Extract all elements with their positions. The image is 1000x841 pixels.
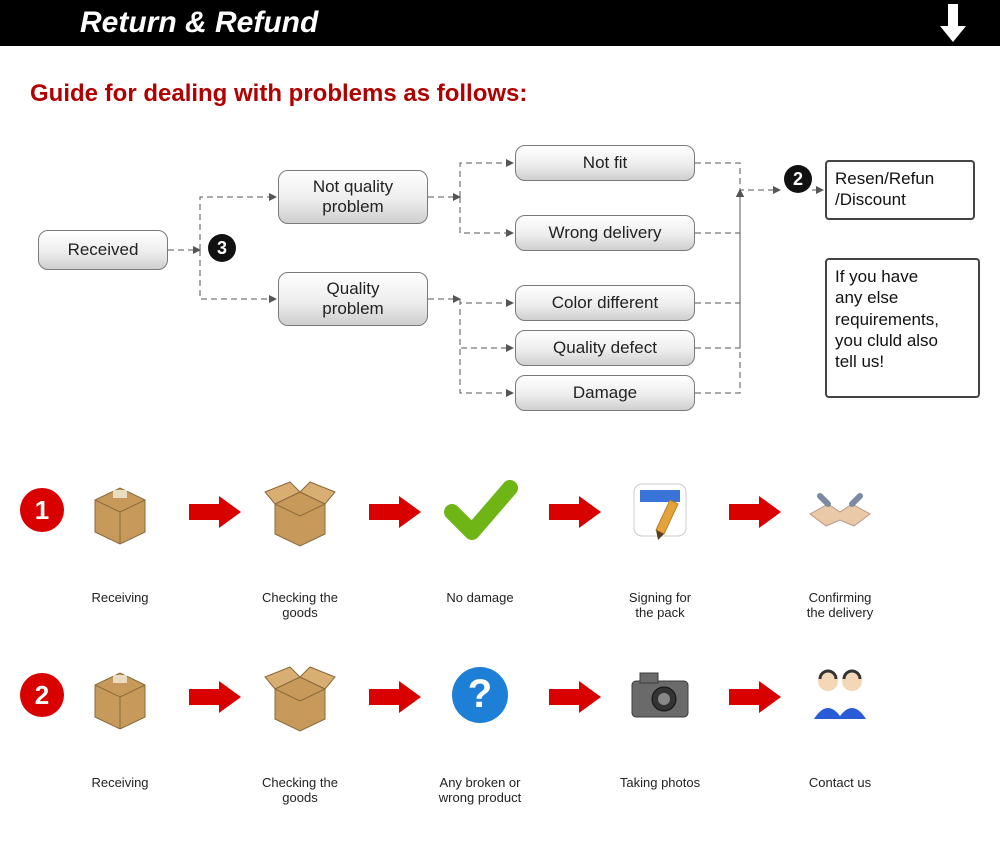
box-closed-icon xyxy=(75,470,165,550)
step-row1-4 xyxy=(795,470,885,550)
red-arrow-icon xyxy=(725,492,785,537)
flow-node-color_diff: Color different xyxy=(515,285,695,321)
step-label: Receiving xyxy=(65,775,175,790)
flow-node-not_quality: Not qualityproblem xyxy=(278,170,428,224)
header-bar: Return & Refund xyxy=(0,0,1000,46)
red-arrow-icon xyxy=(365,677,425,722)
question-icon: ? xyxy=(435,655,525,735)
step-label: No damage xyxy=(425,590,535,605)
flow-outcome-resend: Resen/Refun/Discount xyxy=(825,160,975,220)
flow-node-quality: Qualityproblem xyxy=(278,272,428,326)
camera-icon xyxy=(615,655,705,735)
check-icon xyxy=(435,470,525,550)
header-title: Return & Refund xyxy=(80,6,318,39)
flow-node-quality_defect: Quality defect xyxy=(515,330,695,366)
step-label: Contact us xyxy=(785,775,895,790)
step-row1-2 xyxy=(435,470,525,550)
step-label: Confirmingthe delivery xyxy=(785,590,895,620)
support-icon xyxy=(795,655,885,735)
box-open-icon xyxy=(255,655,345,735)
step-row2-0 xyxy=(75,655,165,735)
step-row2-3 xyxy=(615,655,705,735)
flow-badge-3: 3 xyxy=(208,234,236,262)
step-label: Receiving xyxy=(65,590,175,605)
page: Return & Refund Guide for dealing with p… xyxy=(0,0,1000,841)
red-arrow-icon xyxy=(365,492,425,537)
flow-node-received: Received xyxy=(38,230,168,270)
step-row1-0 xyxy=(75,470,165,550)
flow-node-wrong_delivery: Wrong delivery xyxy=(515,215,695,251)
step-row2-2: ? xyxy=(435,655,525,735)
flow-badge-2: 2 xyxy=(784,165,812,193)
box-open-icon xyxy=(255,470,345,550)
guide-subtitle: Guide for dealing with problems as follo… xyxy=(30,80,527,108)
red-arrow-icon xyxy=(545,492,605,537)
red-arrow-icon xyxy=(725,677,785,722)
flow-node-damage: Damage xyxy=(515,375,695,411)
step-label: Checking thegoods xyxy=(245,775,355,805)
step-label: Checking thegoods xyxy=(245,590,355,620)
red-arrow-icon xyxy=(185,492,245,537)
step-label: Taking photos xyxy=(605,775,715,790)
step-label: Signing forthe pack xyxy=(605,590,715,620)
box-closed-icon xyxy=(75,655,165,735)
header-down-arrow-icon xyxy=(936,4,970,44)
flow-outcome-anyelse: If you haveany elserequirements,you clul… xyxy=(825,258,980,398)
step-label: Any broken orwrong product xyxy=(425,775,535,805)
step-row1-1 xyxy=(255,470,345,550)
red-arrow-icon xyxy=(185,677,245,722)
sign-icon xyxy=(615,470,705,550)
step-row2-1 xyxy=(255,655,345,735)
step-row1-3 xyxy=(615,470,705,550)
step-row2-4 xyxy=(795,655,885,735)
step-badge-2: 2 xyxy=(20,673,64,717)
svg-text:?: ? xyxy=(468,672,492,716)
handshake-icon xyxy=(795,470,885,550)
step-badge-1: 1 xyxy=(20,488,64,532)
flow-node-not_fit: Not fit xyxy=(515,145,695,181)
red-arrow-icon xyxy=(545,677,605,722)
